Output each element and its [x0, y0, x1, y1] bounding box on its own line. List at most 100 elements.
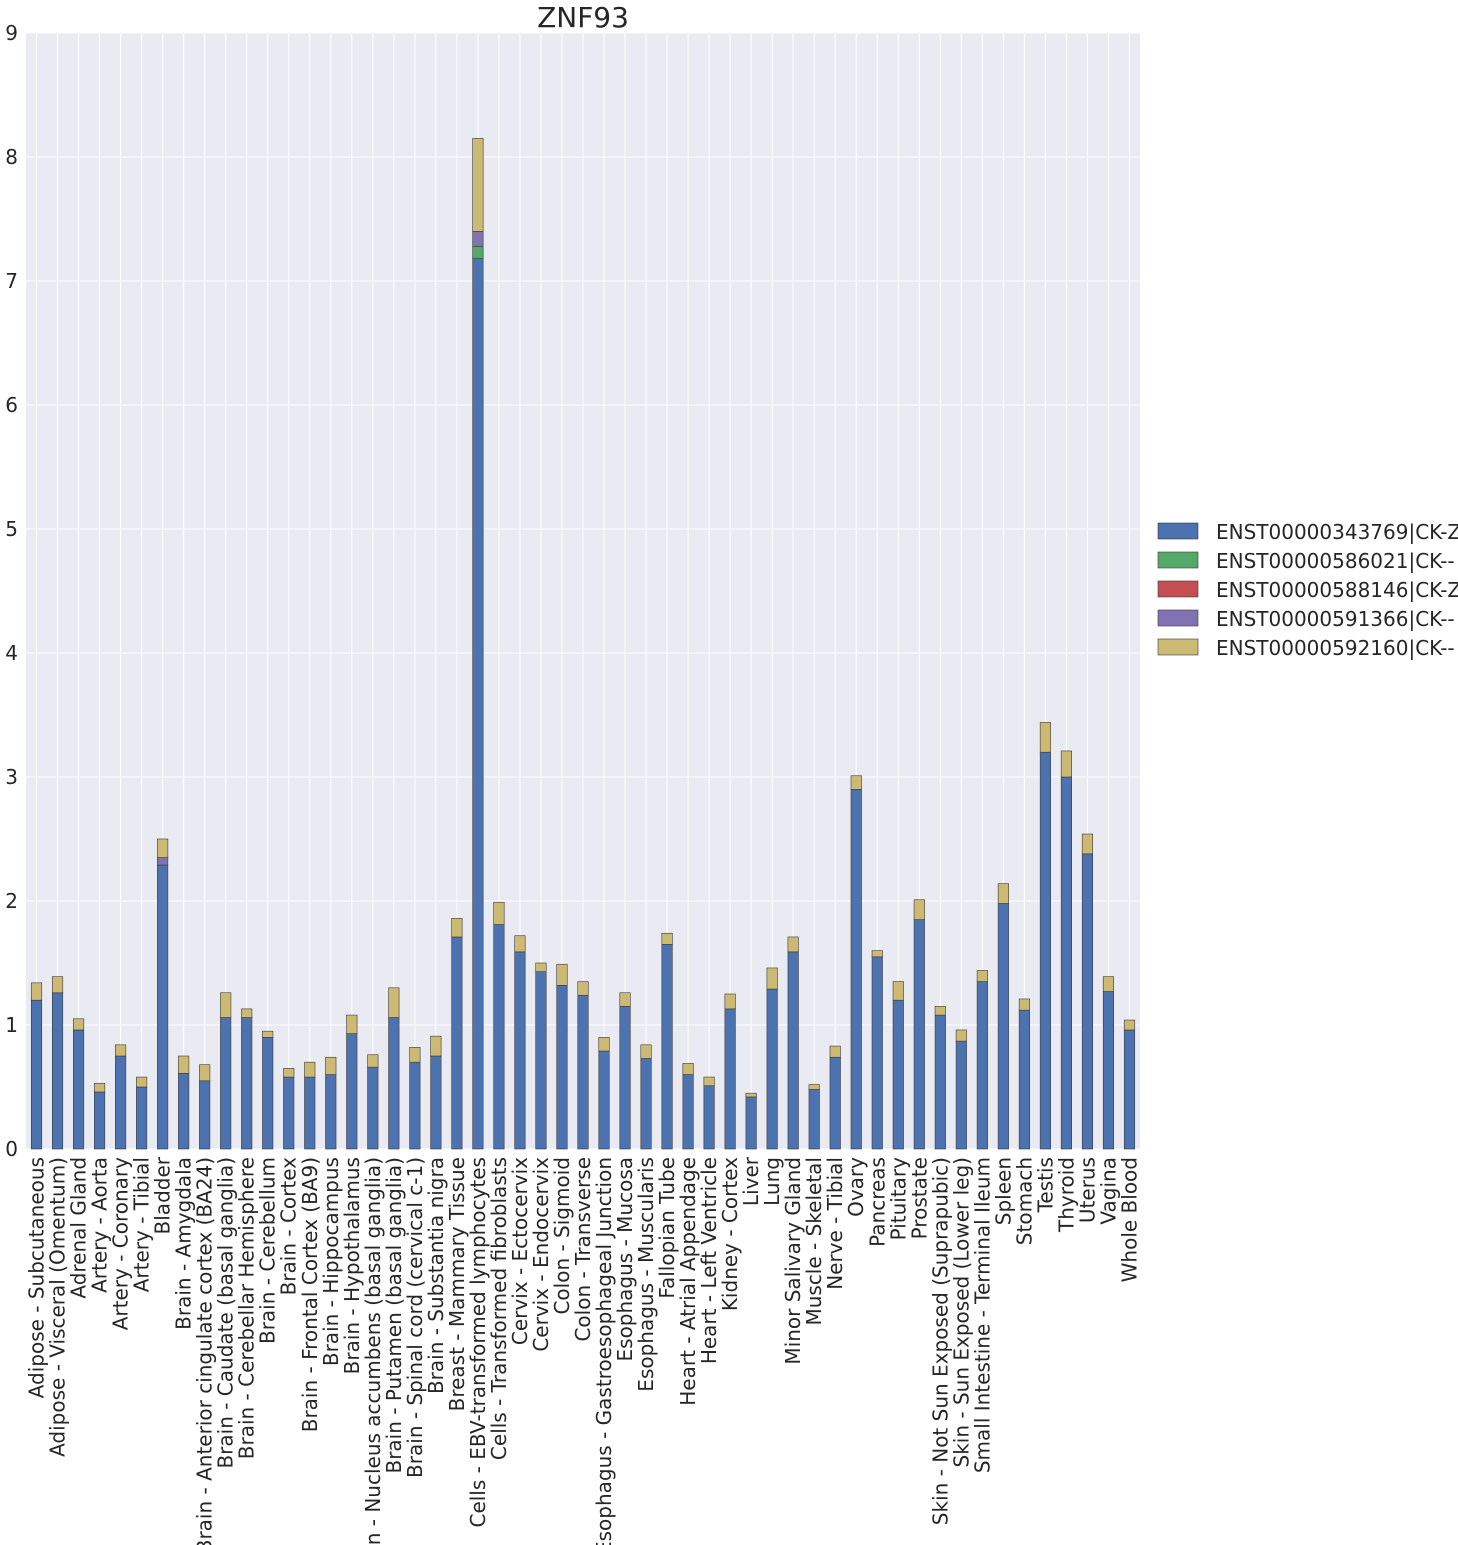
- bar-segment: [955, 1040, 967, 1150]
- bar-segment: [871, 956, 883, 1150]
- bar-segment: [199, 1080, 211, 1150]
- bar-segment: [409, 1061, 421, 1150]
- bar-segment: [262, 1030, 274, 1038]
- bar-segment: [1081, 853, 1094, 1150]
- y-tick-label: 8: [5, 145, 18, 169]
- x-tick-label: Brain - Anterior cingulate cortex (BA24): [193, 1157, 217, 1545]
- bar-segment: [451, 936, 463, 1150]
- bar-segment: [325, 1074, 337, 1150]
- bar-segment: [619, 992, 631, 1007]
- bar-segment: [493, 924, 505, 1150]
- x-tick-label: Brain - Caudate (basal ganglia): [214, 1157, 238, 1469]
- x-tick-label: Skin - Not Sun Exposed (Suprapubic): [928, 1157, 952, 1525]
- bar-segment: [619, 1006, 631, 1150]
- bar-segment: [598, 1050, 610, 1150]
- bar-segment: [241, 1008, 253, 1018]
- bar-segment: [892, 981, 904, 1001]
- x-tick-label: Kidney - Cortex: [718, 1157, 742, 1311]
- legend-label: ENST00000591366|CK--: [1216, 607, 1455, 631]
- bar-segment: [703, 1085, 715, 1150]
- bar-segment: [955, 1029, 967, 1042]
- x-tick-label: Brain - Substantia nigra: [424, 1157, 448, 1394]
- bar-segment: [913, 899, 925, 920]
- bar-segment: [241, 1017, 253, 1150]
- bar-segment: [871, 950, 883, 958]
- bars: [30, 138, 1136, 1150]
- x-tick-label: Fallopian Tube: [655, 1157, 679, 1299]
- x-tick-label: Testis: [1033, 1157, 1057, 1213]
- bar-segment: [514, 935, 526, 953]
- y-tick-label: 4: [5, 641, 18, 665]
- bar-segment: [451, 918, 463, 938]
- bar-segment: [72, 1029, 85, 1150]
- bar-segment: [997, 883, 1009, 904]
- bar-segment: [850, 775, 862, 790]
- bar-segment: [304, 1076, 316, 1150]
- bar-segment: [598, 1037, 610, 1052]
- bar-segment: [1102, 991, 1115, 1150]
- bar-segment: [178, 1073, 190, 1150]
- bar-segment: [661, 932, 673, 945]
- bar-segment: [304, 1061, 316, 1078]
- bar-segment: [283, 1068, 295, 1078]
- bar-segment: [388, 1017, 400, 1150]
- bar-segment: [1060, 776, 1072, 1150]
- bar-segment: [30, 999, 43, 1150]
- legend-swatch: [1157, 522, 1199, 540]
- legend-swatch: [1157, 580, 1199, 598]
- bar-segment: [409, 1047, 421, 1063]
- x-tick-label: Pituitary: [886, 1157, 910, 1241]
- bar-segment: [115, 1044, 127, 1057]
- bar-segment: [472, 231, 484, 247]
- bar-segment: [976, 970, 988, 982]
- bar-segment: [1081, 833, 1094, 855]
- bar-segment: [325, 1056, 337, 1075]
- x-tick-label: Nerve - Tibial: [823, 1157, 847, 1290]
- bar-segment: [94, 1082, 106, 1093]
- x-tick-label: Cervix - Ectocervix: [508, 1157, 532, 1345]
- x-tick-label: Brain - Hypothalamus: [340, 1157, 364, 1374]
- bar-segment: [808, 1084, 820, 1090]
- bar-segment: [640, 1058, 652, 1150]
- bar-segment: [157, 864, 169, 1150]
- bar-segment: [724, 1008, 736, 1150]
- x-tick-label: Colon - Sigmoid: [550, 1157, 574, 1315]
- bar-segment: [829, 1045, 841, 1058]
- bar-segment: [934, 1014, 946, 1150]
- bar-segment: [472, 258, 484, 1150]
- x-tick-label: Colon - Transverse: [571, 1157, 595, 1342]
- bar-segment: [682, 1063, 694, 1075]
- legend-label: ENST00000588146|CK-Z: [1216, 578, 1458, 602]
- bar-segment: [787, 951, 799, 1150]
- bar-segment: [1060, 750, 1072, 778]
- x-tick-label: Muscle - Skeletal: [802, 1157, 826, 1326]
- bar-segment: [556, 985, 568, 1150]
- x-tick-label: Breast - Mammary Tissue: [445, 1157, 469, 1411]
- x-tick-label: Artery - Tibial: [130, 1157, 154, 1292]
- bar-segment: [388, 987, 400, 1018]
- bar-segment: [514, 951, 526, 1150]
- bar-segment: [1123, 1019, 1136, 1031]
- x-tick-label: Bladder: [151, 1156, 175, 1234]
- y-tick-label: 1: [5, 1013, 18, 1037]
- bar-segment: [283, 1076, 295, 1150]
- bar-segment: [682, 1074, 694, 1150]
- bar-segment: [535, 971, 547, 1150]
- bar-segment: [472, 245, 484, 259]
- x-tick-label: Cells - Transformed fibroblasts: [487, 1157, 511, 1460]
- x-tick-label: Esophagus - Muscularis: [634, 1157, 658, 1392]
- x-tick-label: Brain - Spinal cord (cervical c-1): [403, 1157, 427, 1478]
- x-tick-label: Lung: [760, 1157, 784, 1206]
- x-tick-label: Esophagus - Gastroesophageal Junction: [592, 1157, 616, 1545]
- legend-swatch: [1157, 638, 1199, 656]
- bar-segment: [556, 963, 568, 986]
- y-tick-label: 0: [5, 1137, 18, 1161]
- bar-segment: [430, 1055, 442, 1150]
- x-tick-label: Skin - Sun Exposed (Lower leg): [949, 1157, 973, 1467]
- x-tick-label: Brain - Hippocampus: [319, 1157, 343, 1366]
- bar-segment: [136, 1076, 148, 1088]
- bar-segment: [1039, 751, 1051, 1150]
- bar-segment: [829, 1056, 841, 1150]
- legend-swatch: [1157, 609, 1199, 627]
- bar-segment: [51, 976, 64, 994]
